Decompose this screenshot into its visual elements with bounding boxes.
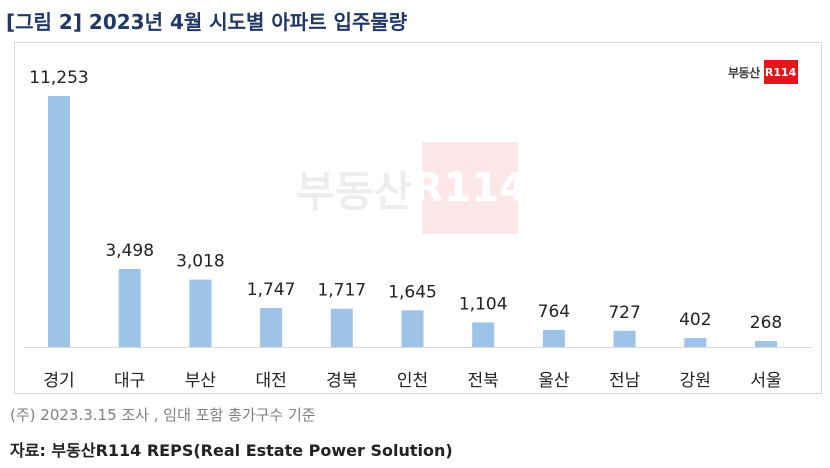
data-label-4: 1,747 bbox=[247, 280, 296, 300]
bar-8 bbox=[542, 329, 565, 347]
category-label-7: 전북 bbox=[468, 371, 499, 391]
bar-6 bbox=[401, 310, 424, 347]
data-label-1: 11,253 bbox=[29, 68, 88, 88]
category-label-8: 울산 bbox=[538, 371, 570, 391]
chart-frame bbox=[14, 42, 822, 394]
chart-title: [그림 2] 2023년 4월 시도별 아파트 입주물량 bbox=[6, 10, 408, 34]
watermark-logo: 부동산 R114 bbox=[296, 142, 527, 234]
brand-logo: 부동산 R114 bbox=[728, 60, 798, 84]
category-label-2: 대구 bbox=[114, 371, 145, 391]
bar-9 bbox=[613, 330, 636, 347]
chart-note: (주) 2023.3.15 조사 , 임대 포함 총가구수 기준 bbox=[10, 406, 316, 424]
bar-5 bbox=[330, 308, 353, 347]
data-label-10: 402 bbox=[679, 310, 711, 330]
logo-text: 부동산 bbox=[728, 65, 760, 80]
data-label-9: 727 bbox=[608, 303, 640, 323]
watermark-text: 부동산 bbox=[296, 166, 412, 216]
bar-11 bbox=[755, 341, 777, 347]
bar-3 bbox=[189, 279, 212, 347]
category-label-9: 전남 bbox=[609, 371, 641, 391]
category-label-3: 부산 bbox=[185, 371, 217, 391]
bar-10 bbox=[684, 338, 707, 347]
chart-source: 자료: 부동산R114 REPS(Real Estate Power Solut… bbox=[10, 441, 453, 460]
bar-4 bbox=[260, 308, 283, 347]
bar-2 bbox=[118, 268, 141, 347]
logo-box: R114 bbox=[763, 60, 798, 84]
category-label-1: 경기 bbox=[43, 371, 74, 391]
category-label-11: 서울 bbox=[750, 371, 781, 391]
category-label-10: 강원 bbox=[680, 371, 711, 391]
category-label-5: 경북 bbox=[326, 371, 357, 391]
data-label-6: 1,645 bbox=[388, 282, 437, 302]
data-label-7: 1,104 bbox=[459, 294, 508, 314]
bar-7 bbox=[472, 322, 495, 347]
category-label-6: 인천 bbox=[397, 371, 428, 391]
data-label-11: 268 bbox=[750, 313, 782, 333]
data-label-8: 764 bbox=[538, 302, 570, 322]
data-label-2: 3,498 bbox=[105, 241, 154, 261]
watermark-box: R114 bbox=[413, 142, 527, 234]
bar-1 bbox=[48, 96, 70, 347]
data-label-5: 1,717 bbox=[317, 281, 366, 301]
category-label-4: 대전 bbox=[255, 371, 286, 391]
data-label-3: 3,018 bbox=[176, 252, 225, 272]
